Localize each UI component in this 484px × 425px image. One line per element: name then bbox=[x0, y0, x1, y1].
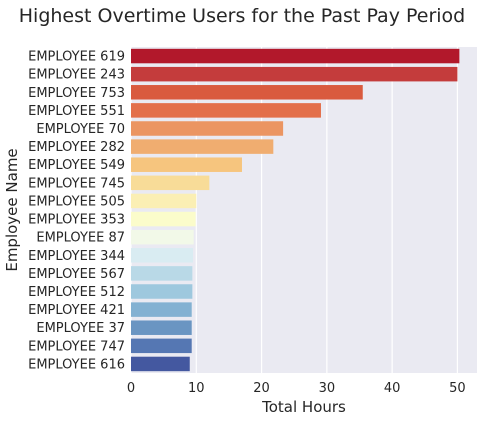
x-grid-lines bbox=[130, 47, 459, 373]
x-tick-label: 0 bbox=[127, 381, 135, 396]
y-tick-labels: EMPLOYEE 619 EMPLOYEE 243 EMPLOYEE 753 EMPL… bbox=[28, 50, 125, 373]
bar bbox=[131, 103, 321, 118]
bar bbox=[131, 175, 210, 191]
bar bbox=[131, 320, 192, 335]
y-tick-label: EMPLOYEE 619 bbox=[28, 50, 125, 65]
chart-title: Highest Overtime Users for the Past Pay … bbox=[19, 5, 465, 27]
bar bbox=[131, 139, 274, 154]
x-tick-labels: 0 10 20 30 40 50 bbox=[127, 381, 466, 396]
y-tick-label: EMPLOYEE 87 bbox=[36, 231, 125, 246]
bar bbox=[131, 266, 193, 281]
y-tick-label: EMPLOYEE 353 bbox=[28, 213, 125, 228]
bar bbox=[131, 121, 284, 136]
y-tick-label: EMPLOYEE 37 bbox=[36, 321, 125, 336]
bar bbox=[131, 157, 242, 172]
y-tick-label: EMPLOYEE 505 bbox=[28, 194, 125, 209]
y-tick-label: EMPLOYEE 747 bbox=[28, 339, 125, 354]
x-axis-label: Total Hours bbox=[261, 398, 346, 416]
bar bbox=[131, 193, 197, 209]
x-tick-label: 50 bbox=[449, 381, 466, 396]
y-tick-label: EMPLOYEE 243 bbox=[28, 68, 125, 83]
bar bbox=[131, 211, 196, 227]
bar bbox=[131, 85, 363, 100]
bar bbox=[131, 248, 194, 263]
y-tick-label: EMPLOYEE 753 bbox=[28, 86, 125, 101]
y-tick-label: EMPLOYEE 512 bbox=[28, 285, 125, 300]
y-tick-label: EMPLOYEE 70 bbox=[36, 122, 125, 137]
y-tick-label: EMPLOYEE 616 bbox=[28, 357, 125, 372]
y-tick-label: EMPLOYEE 549 bbox=[28, 158, 125, 173]
bar bbox=[131, 229, 194, 245]
bars-group bbox=[131, 48, 460, 372]
bar bbox=[131, 338, 192, 354]
x-tick-label: 40 bbox=[384, 381, 401, 396]
bar bbox=[131, 302, 192, 317]
bar bbox=[131, 284, 193, 299]
y-tick-label: EMPLOYEE 567 bbox=[28, 267, 125, 282]
bar bbox=[131, 66, 458, 82]
bar bbox=[131, 48, 460, 64]
y-tick-label: EMPLOYEE 282 bbox=[28, 140, 125, 155]
plot-area bbox=[131, 47, 477, 373]
x-tick-label: 30 bbox=[319, 381, 336, 396]
y-tick-label: EMPLOYEE 344 bbox=[28, 249, 125, 264]
y-axis-label: Employee Name bbox=[3, 148, 21, 271]
y-tick-label: EMPLOYEE 551 bbox=[28, 104, 125, 119]
y-tick-label: EMPLOYEE 421 bbox=[28, 303, 125, 318]
x-tick-label: 20 bbox=[253, 381, 270, 396]
x-tick-label: 10 bbox=[188, 381, 205, 396]
y-tick-label: EMPLOYEE 745 bbox=[28, 176, 125, 191]
bar bbox=[131, 356, 190, 372]
